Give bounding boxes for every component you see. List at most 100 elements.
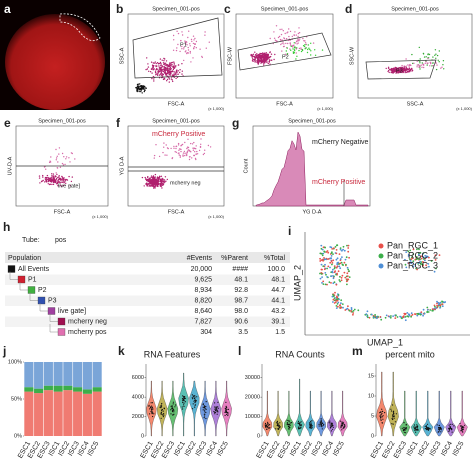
event-dot [281, 39, 283, 41]
event-dot [159, 61, 162, 64]
cell-dot [338, 253, 341, 256]
panel-label: i [288, 224, 291, 238]
cell-dot [437, 431, 439, 433]
cell-dot [370, 313, 373, 316]
cell-dot [461, 427, 463, 429]
event-dot [403, 69, 405, 72]
event-dot [298, 47, 301, 50]
event-dot [61, 152, 64, 155]
event-dot [189, 45, 191, 47]
event-dot [427, 62, 429, 64]
event-dot [161, 59, 163, 61]
event-dot [282, 41, 284, 43]
cell-dot [182, 401, 184, 404]
cell-dot [347, 244, 350, 247]
event-dot [171, 79, 173, 81]
cell-dot [438, 428, 440, 430]
cell-dot [342, 422, 344, 425]
cell-dot [418, 258, 421, 260]
cell-dot [286, 423, 288, 425]
cell-dot [170, 409, 172, 411]
event-dot [403, 65, 405, 68]
event-dot [162, 151, 164, 154]
cell-dot [418, 248, 420, 251]
cell-dot [311, 420, 313, 422]
event-dot [438, 61, 440, 63]
violin [156, 380, 168, 437]
event-dot [141, 88, 143, 91]
event-dot [180, 150, 182, 153]
cell-dot [310, 420, 312, 423]
event-dot [165, 60, 168, 62]
cell-dot [462, 428, 464, 430]
cell-dot [330, 282, 332, 284]
cell-dot [205, 401, 207, 403]
cell-dot [434, 254, 437, 257]
event-dot [169, 72, 172, 75]
event-dot [259, 56, 261, 58]
event-dot [70, 180, 73, 183]
y-tick-label: 4000 [132, 395, 144, 401]
y-tick-label: 6000 [132, 375, 144, 381]
event-dot [157, 72, 159, 75]
legend-swatch [378, 253, 384, 259]
event-dot [283, 38, 286, 40]
event-dot [395, 72, 397, 74]
violin [445, 390, 457, 437]
event-dot [172, 34, 175, 37]
event-dot [166, 69, 168, 71]
event-dot [173, 73, 175, 75]
event-dot [158, 70, 160, 72]
cell-dot [390, 408, 392, 410]
cell-dot [330, 255, 333, 257]
event-dot [175, 77, 177, 80]
table-cell: 304 [200, 329, 212, 336]
table-cell: #### [232, 266, 248, 273]
event-dot [305, 43, 308, 46]
event-dot [189, 43, 191, 45]
event-dot [160, 64, 162, 67]
event-dot [55, 175, 57, 178]
event-dot [163, 66, 166, 68]
cell-dot [182, 408, 184, 410]
cell-dot [204, 415, 206, 417]
event-dot [399, 71, 401, 74]
cell-dot [286, 419, 288, 421]
bar-segment [53, 362, 63, 386]
event-dot [154, 173, 157, 176]
cell-dot [331, 248, 334, 250]
event-dot [407, 64, 409, 66]
table-header: #Events [187, 255, 213, 262]
cell-dot [416, 313, 418, 315]
y-tick-label: 10 [368, 393, 374, 399]
cell-dot [160, 417, 162, 419]
event-dot [296, 47, 298, 49]
event-dot [160, 68, 163, 71]
cell-dot [337, 270, 340, 273]
event-dot [61, 176, 64, 178]
event-dot [58, 147, 61, 149]
event-dot [49, 180, 51, 182]
event-dot [168, 78, 171, 80]
cell-dot [324, 272, 327, 274]
event-dot [289, 42, 291, 44]
event-dot [47, 180, 49, 183]
plot-frame [252, 125, 371, 207]
cell-dot [403, 422, 405, 424]
event-dot [389, 68, 391, 71]
tree-connector [39, 303, 48, 312]
cell-dot [342, 245, 345, 248]
cell-dot [214, 408, 216, 410]
cell-dot [174, 404, 177, 406]
event-dot [397, 70, 400, 72]
event-dot [177, 73, 179, 75]
event-dot [390, 69, 392, 72]
cell-dot [204, 413, 206, 415]
cell-dot [193, 400, 195, 402]
cell-dot [404, 316, 407, 318]
cell-dot [405, 251, 408, 254]
event-dot [136, 83, 139, 86]
event-dot [203, 152, 206, 155]
event-dot [179, 155, 181, 157]
event-dot [279, 38, 282, 41]
